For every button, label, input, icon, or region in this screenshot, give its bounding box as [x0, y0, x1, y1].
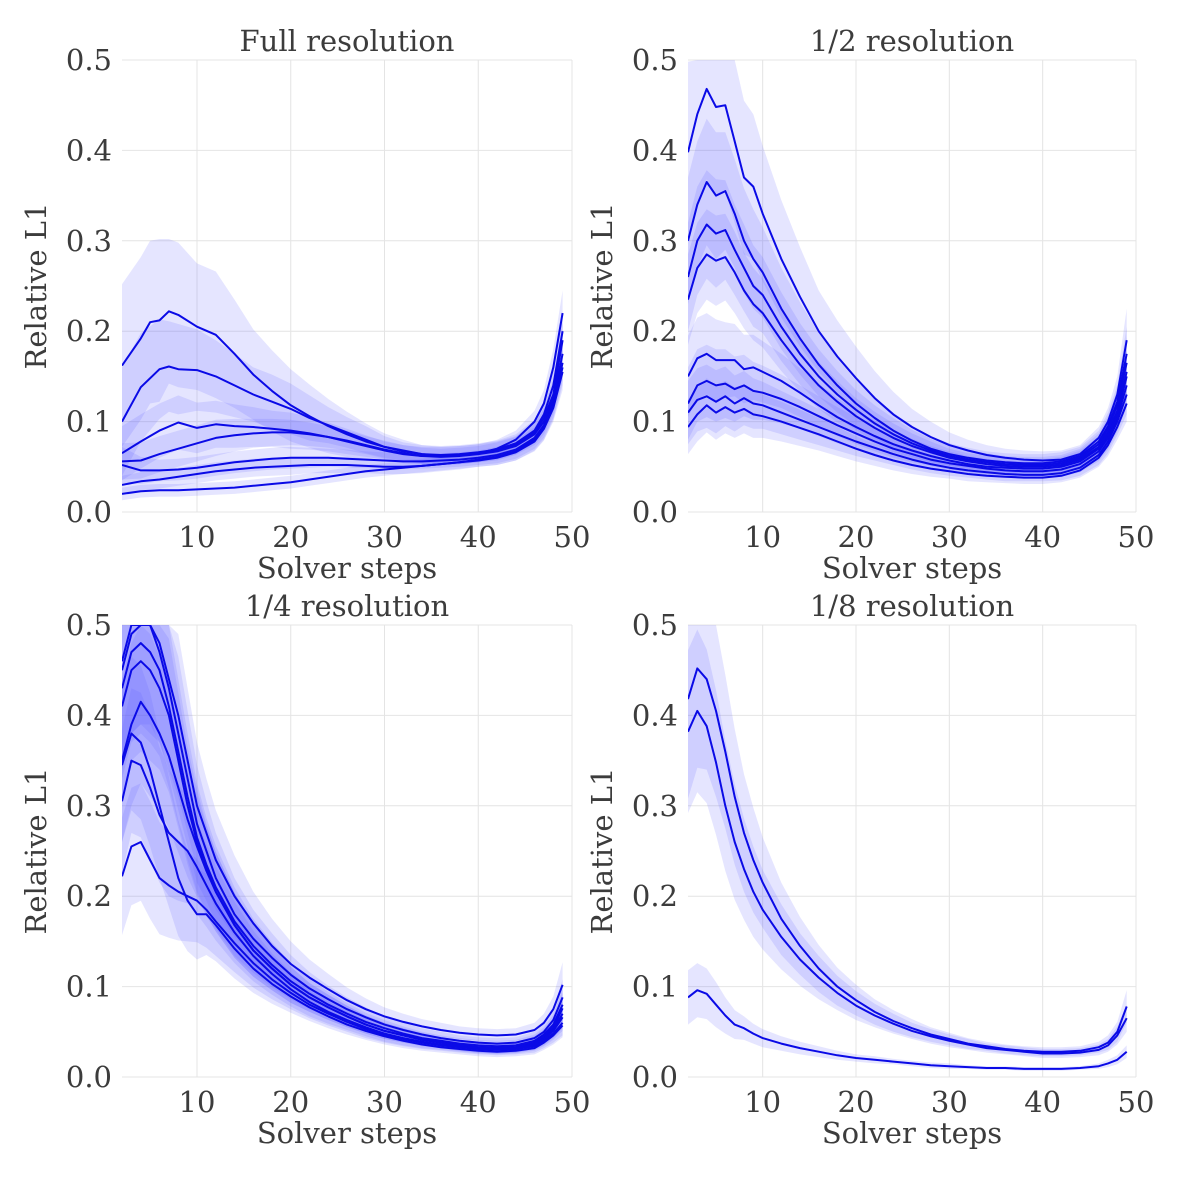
series-line-1 — [122, 310, 564, 457]
y-tick-label: 0.3 — [66, 789, 112, 823]
y-tick-label: 0.0 — [66, 495, 112, 529]
chart-panel-4: 10 20 30 40 50 0.0 0.1 0.2 0.3 0.4 0.5 1/8 resoluti… — [585, 589, 1154, 1150]
x-tick-label: 20 — [838, 1085, 875, 1119]
chart-title: 1/4 resolution — [245, 589, 449, 623]
series-band-3 — [688, 963, 1127, 1071]
x-tick-label: 30 — [366, 1085, 403, 1119]
series-line-8 — [688, 403, 1128, 479]
y-tick-label: 0.3 — [66, 224, 112, 258]
y-tick-label: 0.0 — [632, 1060, 678, 1094]
x-tick-label: 10 — [744, 1085, 781, 1119]
y-tick-label: 0.4 — [632, 133, 678, 167]
series-line-1 — [122, 625, 564, 1037]
x-tick-label: 10 — [179, 1085, 216, 1119]
series-line-8 — [122, 732, 564, 1053]
series-line-3 — [122, 642, 564, 1048]
chart-panel-1: 10 20 30 40 50 0.0 0.1 0.2 0.3 0.4 0.5 Full resolut… — [19, 24, 590, 585]
series-line-2 — [688, 709, 1128, 1055]
x-tick-label: 10 — [744, 520, 781, 554]
x-tick-label: 10 — [179, 520, 216, 554]
y-tick-label: 0.4 — [632, 698, 678, 732]
x-tick-label: 20 — [838, 520, 875, 554]
chart-title: 1/8 resolution — [810, 589, 1014, 623]
x-tick-label: 50 — [1118, 520, 1155, 554]
plot-area — [688, 625, 1128, 1071]
y-tick-label: 0.0 — [632, 495, 678, 529]
series-line-2 — [122, 625, 564, 1045]
plot-area — [688, 60, 1128, 484]
x-tick-label: 40 — [1024, 1085, 1061, 1119]
y-axis-label: Relative L1 — [19, 203, 53, 370]
y-tick-label: 0.2 — [632, 314, 678, 348]
series-band-1 — [688, 625, 1127, 1057]
series-band-8 — [688, 378, 1127, 484]
plot-area — [122, 239, 564, 501]
y-tick-label: 0.2 — [632, 879, 678, 913]
x-tick-label: 20 — [272, 1085, 309, 1119]
x-tick-label: 40 — [460, 1085, 497, 1119]
series-line-5 — [122, 362, 564, 472]
chart-title: Full resolution — [240, 24, 455, 58]
y-tick-label: 0.1 — [632, 405, 678, 439]
y-tick-label: 0.5 — [632, 608, 678, 642]
chart-title: 1/2 resolution — [810, 24, 1014, 58]
x-tick-label: 30 — [931, 520, 968, 554]
chart-panel-2: 10 20 30 40 50 0.0 0.1 0.2 0.3 0.4 0.5 1/2 resoluti… — [585, 24, 1154, 585]
series-line-2 — [688, 181, 1128, 465]
series-line-7 — [122, 371, 564, 495]
series-line-4 — [688, 253, 1128, 468]
x-tick-label: 40 — [460, 520, 497, 554]
y-tick-label: 0.1 — [66, 970, 112, 1004]
series-line-5 — [688, 352, 1128, 470]
x-tick-label: 50 — [554, 520, 591, 554]
y-tick-label: 0.2 — [66, 314, 112, 348]
series-band-8 — [122, 656, 563, 1058]
y-tick-label: 0.2 — [66, 879, 112, 913]
y-tick-label: 0.0 — [66, 1060, 112, 1094]
x-axis-label: Solver steps — [257, 1116, 437, 1150]
y-tick-label: 0.3 — [632, 224, 678, 258]
series-line-7 — [688, 394, 1128, 476]
series-band-3 — [688, 170, 1127, 474]
y-axis-label: Relative L1 — [585, 768, 619, 935]
y-axis-label: Relative L1 — [585, 203, 619, 370]
x-tick-label: 40 — [1024, 520, 1061, 554]
y-tick-label: 0.1 — [632, 970, 678, 1004]
chart-panel-3: 10 20 30 40 50 0.0 0.1 0.2 0.3 0.4 0.5 1/4 resoluti… — [19, 589, 590, 1150]
series-line-6 — [688, 379, 1128, 473]
y-tick-label: 0.1 — [66, 405, 112, 439]
x-tick-label: 50 — [554, 1085, 591, 1119]
series-line-1 — [688, 667, 1128, 1053]
x-tick-label: 30 — [931, 1085, 968, 1119]
series-line-2 — [122, 331, 564, 456]
y-tick-label: 0.5 — [632, 43, 678, 77]
x-axis-label: Solver steps — [822, 551, 1002, 585]
series-band-2 — [688, 629, 1127, 1058]
y-tick-label: 0.3 — [632, 789, 678, 823]
series-band-3 — [122, 322, 563, 481]
x-tick-label: 30 — [366, 520, 403, 554]
series-band-2 — [688, 118, 1127, 473]
series-band-4 — [688, 209, 1127, 475]
y-axis-label: Relative L1 — [19, 768, 53, 935]
series-line-3 — [688, 989, 1128, 1070]
series-band-2 — [122, 625, 563, 1049]
series-band-4 — [122, 335, 563, 480]
series-line-1 — [688, 87, 1128, 462]
x-axis-label: Solver steps — [822, 1116, 1002, 1150]
x-tick-label: 50 — [1118, 1085, 1155, 1119]
plot-area — [122, 625, 564, 1058]
series-band-1 — [688, 60, 1127, 470]
x-tick-label: 20 — [272, 520, 309, 554]
x-axis-label: Solver steps — [257, 551, 437, 585]
y-tick-label: 0.5 — [66, 43, 112, 77]
y-tick-label: 0.4 — [66, 133, 112, 167]
series-line-7 — [122, 841, 564, 1051]
series-line-3 — [688, 223, 1128, 466]
series-line-4 — [122, 353, 564, 463]
series-band-6 — [122, 349, 563, 494]
y-tick-label: 0.4 — [66, 698, 112, 732]
y-tick-label: 0.5 — [66, 608, 112, 642]
